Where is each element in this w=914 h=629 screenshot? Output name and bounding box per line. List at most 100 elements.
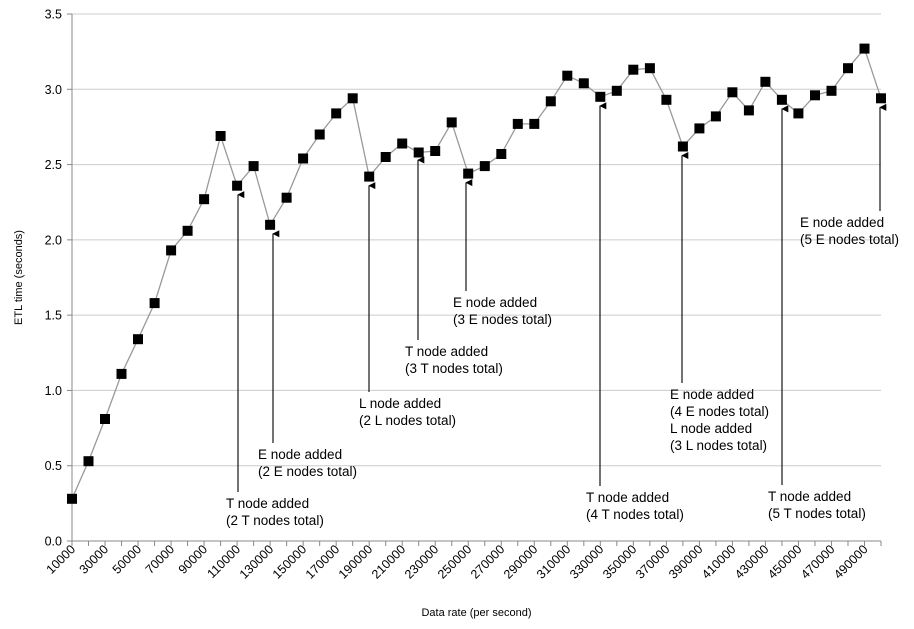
annotation-text: T node added bbox=[226, 496, 309, 511]
annotation-text: (5 T nodes total) bbox=[768, 506, 866, 521]
x-tick-label: 430000 bbox=[732, 542, 771, 581]
annotation-text: (2 T nodes total) bbox=[226, 513, 324, 528]
x-tick-label: 130000 bbox=[237, 542, 276, 581]
data-point-marker bbox=[644, 63, 655, 74]
data-point-marker bbox=[562, 70, 573, 81]
series-etl-time bbox=[67, 43, 886, 504]
x-tick-label: 30000 bbox=[77, 542, 112, 577]
y-tick-label: 0.5 bbox=[45, 459, 62, 473]
data-point-marker bbox=[843, 63, 853, 74]
data-point-marker bbox=[743, 105, 754, 116]
data-point-marker bbox=[463, 168, 474, 179]
annotation: E node added (2 E nodes total) bbox=[258, 230, 357, 479]
annotation: L node added (2 L nodes total) bbox=[359, 182, 456, 428]
annotation: E node added (3 E nodes total) bbox=[453, 179, 552, 327]
data-point-marker bbox=[265, 219, 276, 230]
x-axis-ticks: 1000030000500007000090000110000130000150… bbox=[44, 542, 871, 581]
data-point-marker bbox=[347, 93, 358, 104]
data-point-marker bbox=[661, 94, 672, 105]
data-point-marker bbox=[760, 76, 771, 87]
x-tick-label: 470000 bbox=[798, 542, 837, 581]
data-point-marker bbox=[628, 64, 639, 75]
data-point-marker bbox=[859, 43, 870, 54]
data-point-marker bbox=[298, 153, 309, 164]
data-point-marker bbox=[793, 108, 804, 119]
data-point-marker bbox=[545, 96, 556, 107]
annotation-text: (3 L nodes total) bbox=[670, 438, 767, 453]
annotation-text: (2 L nodes total) bbox=[359, 413, 456, 428]
x-tick-label: 310000 bbox=[534, 542, 573, 581]
data-point-marker bbox=[232, 180, 243, 191]
data-point-marker bbox=[67, 493, 77, 504]
data-point-marker bbox=[166, 245, 177, 256]
data-point-marker bbox=[430, 146, 441, 156]
data-point-marker bbox=[677, 141, 688, 152]
data-point-marker bbox=[215, 131, 226, 141]
x-axis-label: Data rate (per second) bbox=[421, 607, 531, 619]
data-point-marker bbox=[776, 94, 787, 105]
x-tick-label: 150000 bbox=[270, 542, 309, 581]
x-tick-label: 370000 bbox=[633, 542, 672, 581]
y-tick-label: 2.0 bbox=[45, 233, 62, 247]
data-point-marker bbox=[826, 85, 837, 96]
annotation-text: (5 E nodes total) bbox=[800, 232, 899, 247]
data-point-marker bbox=[694, 123, 705, 134]
data-point-marker bbox=[446, 117, 457, 128]
data-point-marker bbox=[364, 171, 375, 182]
x-tick-label: 390000 bbox=[666, 542, 705, 581]
data-point-marker bbox=[413, 147, 424, 158]
annotation-text: T node added bbox=[586, 490, 669, 505]
y-tick-label: 2.5 bbox=[45, 158, 62, 172]
annotation-text: E node added bbox=[670, 387, 754, 402]
data-point-marker bbox=[810, 90, 820, 101]
annotation-text: T node added bbox=[405, 344, 488, 359]
data-point-marker bbox=[281, 192, 292, 203]
data-point-marker bbox=[710, 111, 721, 122]
annotation-text: (4 E nodes total) bbox=[670, 404, 769, 419]
annotation: T node added (4 T nodes total) bbox=[586, 102, 684, 522]
annotation: T node added (2 T nodes total) bbox=[226, 191, 324, 528]
data-point-marker bbox=[496, 149, 507, 159]
data-point-marker bbox=[248, 161, 259, 172]
x-tick-label: 210000 bbox=[369, 542, 408, 581]
data-point-marker bbox=[512, 118, 523, 129]
x-tick-label: 230000 bbox=[402, 542, 441, 581]
x-tick-label: 270000 bbox=[468, 542, 507, 581]
annotation-text: E node added bbox=[800, 215, 884, 230]
y-tick-label: 0.0 bbox=[45, 535, 62, 549]
annotation: T node added (5 T nodes total) bbox=[768, 105, 866, 521]
data-point-marker bbox=[611, 85, 622, 96]
annotation-text: E node added bbox=[453, 295, 537, 310]
gridlines bbox=[72, 13, 881, 467]
data-point-marker bbox=[397, 138, 408, 149]
annotation-text: L node added bbox=[670, 421, 752, 436]
x-tick-label: 50000 bbox=[110, 542, 145, 577]
x-tick-label: 250000 bbox=[435, 542, 474, 581]
annotation-text: (3 T nodes total) bbox=[405, 361, 503, 376]
data-point-marker bbox=[595, 91, 606, 102]
annotation-text: (2 E nodes total) bbox=[258, 464, 357, 479]
data-point-marker bbox=[314, 129, 325, 140]
annotation: E node added (5 E nodes total) bbox=[800, 103, 899, 247]
annotation-text: L node added bbox=[359, 396, 441, 411]
y-tick-label: 1.0 bbox=[45, 384, 62, 398]
annotation-text: (3 E nodes total) bbox=[453, 312, 552, 327]
data-point-marker bbox=[727, 87, 738, 98]
annotation-text: (4 T nodes total) bbox=[586, 507, 684, 522]
y-axis-ticks: 0.0 0.5 1.0 1.5 2.0 2.5 3.0 3.5 bbox=[45, 8, 62, 549]
data-point-marker bbox=[100, 414, 110, 424]
y-tick-label: 1.5 bbox=[45, 309, 62, 323]
x-tick-label: 110000 bbox=[204, 542, 243, 581]
annotation-text: E node added bbox=[258, 447, 342, 462]
data-point-marker bbox=[83, 456, 94, 467]
annotation: T node added (3 T nodes total) bbox=[405, 156, 503, 376]
data-point-marker bbox=[529, 118, 540, 129]
y-axis-label: ETL time (seconds) bbox=[13, 230, 25, 325]
data-point-marker bbox=[116, 368, 127, 379]
data-point-marker bbox=[380, 152, 391, 162]
axes bbox=[67, 13, 882, 546]
data-point-marker bbox=[479, 161, 490, 172]
x-tick-label: 330000 bbox=[567, 542, 606, 581]
annotation-text: T node added bbox=[768, 489, 851, 504]
